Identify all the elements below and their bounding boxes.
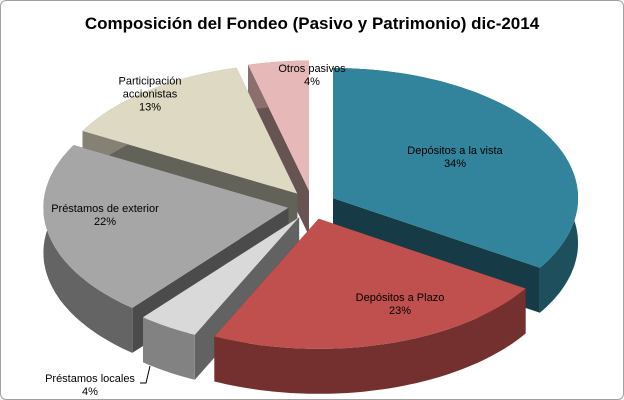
slice-name: Préstamos de exterior bbox=[51, 203, 159, 215]
slice-name: Otros pasivos bbox=[278, 63, 346, 75]
data-label: Préstamos de exterior 22% bbox=[35, 203, 175, 229]
leader-line bbox=[140, 365, 151, 384]
chart-title: Composición del Fondeo (Pasivo y Patrimo… bbox=[84, 14, 540, 33]
slice-percent: 34% bbox=[443, 158, 467, 170]
data-label: Préstamos locales 4% bbox=[20, 373, 160, 399]
slice-percent: 23% bbox=[388, 305, 412, 317]
slice-percent: 13% bbox=[138, 101, 162, 114]
slice-name: Depósitos a la vista bbox=[407, 145, 503, 157]
slice-top bbox=[43, 145, 289, 308]
slice-top bbox=[214, 218, 526, 349]
slice-percent: 22% bbox=[93, 216, 117, 228]
slice-top bbox=[333, 68, 578, 268]
slice-percent: 4% bbox=[82, 386, 98, 398]
data-label: Depósitos a la vista 34% bbox=[385, 145, 525, 171]
data-label: Depósitos a Plazo 23% bbox=[330, 292, 470, 318]
slice-top bbox=[248, 60, 309, 191]
data-label: Participación accionistas 13% bbox=[110, 76, 190, 115]
slice-percent: 4% bbox=[304, 76, 320, 88]
slice-top bbox=[143, 217, 300, 335]
slice-wall bbox=[214, 288, 526, 394]
slice-name: Depósitos a Plazo bbox=[355, 292, 445, 304]
data-label: Otros pasivos 4% bbox=[242, 63, 382, 89]
slice-name: Préstamos locales bbox=[45, 373, 135, 385]
slice-name: Participación accionistas bbox=[118, 75, 182, 101]
slice-wall bbox=[143, 317, 195, 380]
slice-top bbox=[82, 67, 298, 194]
pie-slice bbox=[214, 218, 526, 394]
